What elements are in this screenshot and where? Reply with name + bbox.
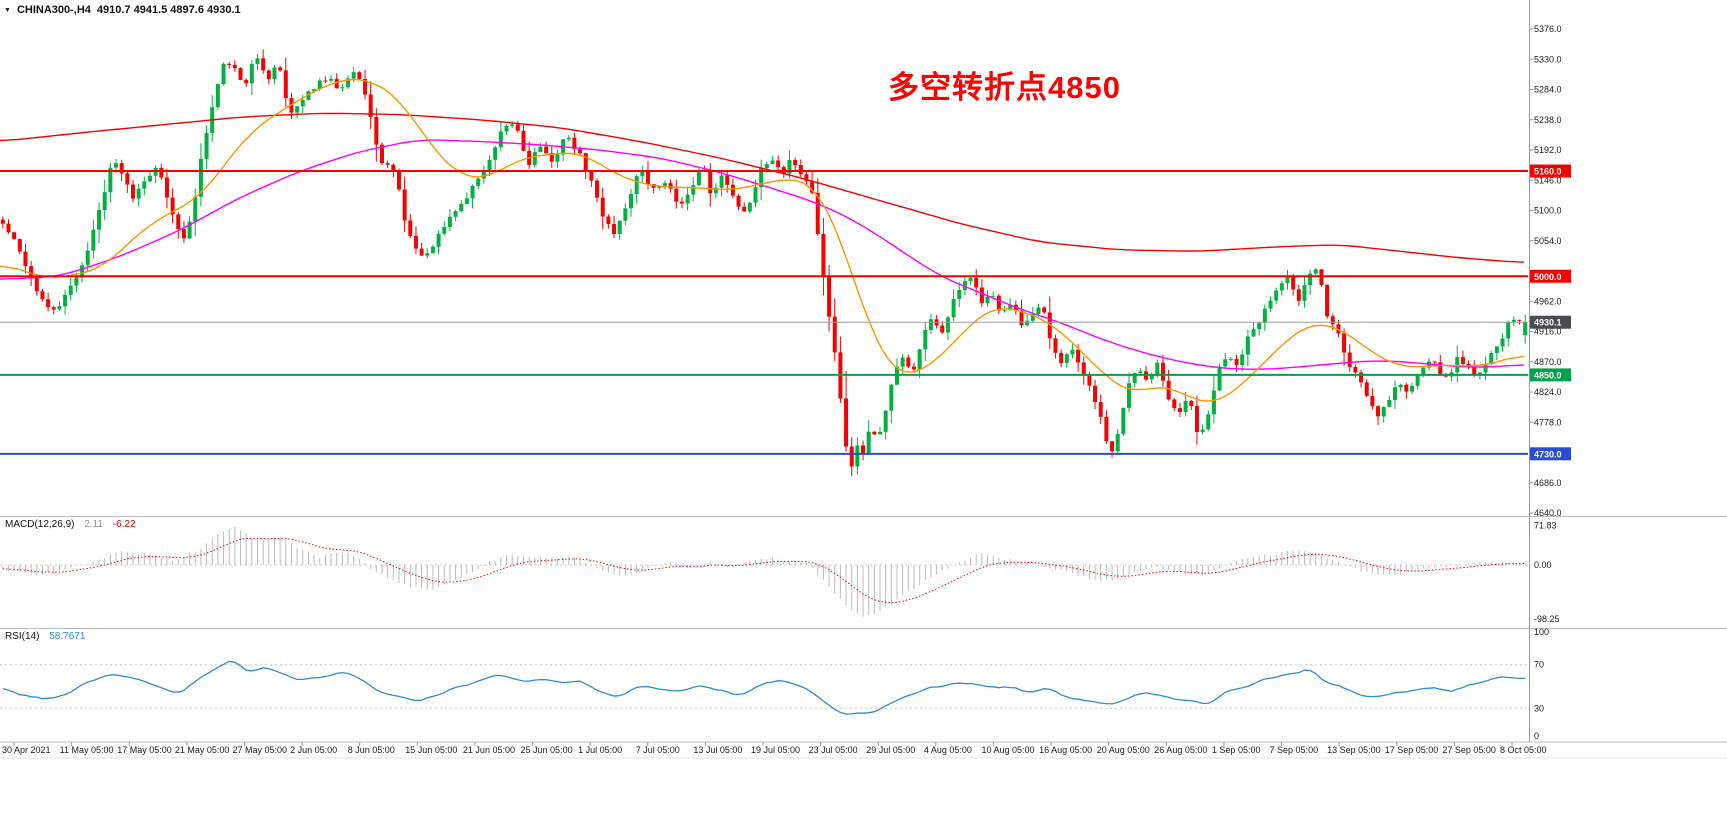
svg-text:19 Jul 05:00: 19 Jul 05:00 (751, 745, 800, 755)
svg-text:13 Jul 05:00: 13 Jul 05:00 (693, 745, 742, 755)
svg-text:5146.0: 5146.0 (1534, 175, 1562, 185)
svg-text:23 Jul 05:00: 23 Jul 05:00 (809, 745, 858, 755)
svg-text:21 Jun 05:00: 21 Jun 05:00 (463, 745, 515, 755)
chart-header: ▼ CHINA300-,H4 4910.7 4941.5 4897.6 4930… (4, 4, 241, 16)
svg-text:30: 30 (1534, 703, 1544, 713)
price-badges[interactable]: 5160.0 5000.0 4850.0 4730.0 4930.1 (1530, 164, 1571, 461)
svg-text:10 Aug 05:00: 10 Aug 05:00 (981, 745, 1034, 755)
svg-text:4916.0: 4916.0 (1534, 327, 1562, 337)
svg-text:5160.0: 5160.0 (1534, 167, 1562, 177)
svg-text:5000.0: 5000.0 (1534, 272, 1562, 282)
macd-signal-line (2, 537, 1526, 604)
svg-text:100: 100 (1534, 627, 1549, 637)
svg-text:25 Jun 05:00: 25 Jun 05:00 (521, 745, 573, 755)
svg-text:4730.0: 4730.0 (1534, 449, 1562, 459)
chart-annotation-text: 多空转折点4850 (888, 70, 1121, 105)
svg-text:4930.1: 4930.1 (1534, 318, 1562, 328)
ohlc-readout: 4910.7 4941.5 4897.6 4930.1 (96, 4, 241, 16)
svg-text:17 May 05:00: 17 May 05:00 (117, 745, 172, 755)
svg-text:0: 0 (1534, 731, 1539, 741)
svg-text:5192.0: 5192.0 (1534, 145, 1562, 155)
macd-main-value: 2.11 (84, 519, 103, 530)
svg-text:2 Jun 05:00: 2 Jun 05:00 (290, 745, 337, 755)
rsi-indicator-label: RSI(14) 58.7671 (5, 631, 85, 642)
svg-text:5284.0: 5284.0 (1534, 85, 1562, 95)
svg-text:29 Jul 05:00: 29 Jul 05:00 (866, 745, 915, 755)
svg-text:-98.25: -98.25 (1534, 614, 1560, 624)
rsi-name: RSI(14) (5, 631, 40, 642)
ma-slow-red (0, 112, 1525, 263)
svg-text:4 Aug 05:00: 4 Aug 05:00 (924, 745, 972, 755)
rsi-value: 58.7671 (49, 631, 86, 642)
svg-text:5100.0: 5100.0 (1534, 206, 1562, 216)
svg-text:13 Sep 05:00: 13 Sep 05:00 (1327, 745, 1381, 755)
svg-text:26 Aug 05:00: 26 Aug 05:00 (1154, 745, 1207, 755)
svg-text:27 Sep 05:00: 27 Sep 05:00 (1442, 745, 1496, 755)
macd-histogram (2, 526, 1526, 617)
level-lines[interactable] (0, 170, 1528, 455)
svg-text:4850.0: 4850.0 (1534, 370, 1562, 380)
svg-text:27 May 05:00: 27 May 05:00 (232, 745, 287, 755)
svg-text:1 Sep 05:00: 1 Sep 05:00 (1212, 745, 1261, 755)
svg-text:16 Aug 05:00: 16 Aug 05:00 (1039, 745, 1092, 755)
svg-text:4962.0: 4962.0 (1534, 296, 1562, 306)
macd-name: MACD(12,26,9) (5, 519, 75, 530)
svg-text:8 Oct 05:00: 8 Oct 05:00 (1500, 745, 1547, 755)
svg-text:4640.0: 4640.0 (1534, 508, 1562, 518)
svg-text:5330.0: 5330.0 (1534, 54, 1562, 64)
svg-text:8 Jun 05:00: 8 Jun 05:00 (348, 745, 395, 755)
chart-frame (0, 0, 1727, 759)
svg-text:70: 70 (1534, 660, 1544, 670)
svg-text:15 Jun 05:00: 15 Jun 05:00 (405, 745, 457, 755)
svg-text:11 May 05:00: 11 May 05:00 (60, 745, 114, 755)
symbol-dropdown-icon[interactable]: ▼ (4, 6, 11, 14)
svg-text:4824.0: 4824.0 (1534, 387, 1562, 397)
price-axis: 5376.0 5330.0 5284.0 5238.0 5192.0 5146.0 5100… (1529, 24, 1562, 518)
candles-layer (0, 49, 1528, 477)
svg-text:5054.0: 5054.0 (1534, 236, 1562, 246)
indicator-axis: 71.83 0.00 -98.25 100 70 30 0 (1534, 520, 1560, 741)
svg-text:17 Sep 05:00: 17 Sep 05:00 (1385, 745, 1439, 755)
macd-indicator-label: MACD(12,26,9) 2.11 -6.22 (5, 519, 136, 530)
svg-text:20 Aug 05:00: 20 Aug 05:00 (1097, 745, 1150, 755)
svg-text:71.83: 71.83 (1534, 520, 1557, 530)
svg-text:5376.0: 5376.0 (1534, 24, 1562, 34)
svg-text:4870.0: 4870.0 (1534, 357, 1562, 367)
svg-text:4778.0: 4778.0 (1534, 417, 1562, 427)
svg-text:7 Sep 05:00: 7 Sep 05:00 (1270, 745, 1319, 755)
svg-text:4686.0: 4686.0 (1534, 478, 1562, 488)
ma-fast-orange (0, 78, 1525, 402)
rsi-line (2, 660, 1526, 715)
time-axis: 30 Apr 2021 11 May 05:00 17 May 05:00 21 Ma… (2, 742, 1547, 755)
svg-text:7 Jul 05:00: 7 Jul 05:00 (636, 745, 680, 755)
svg-text:30 Apr 2021: 30 Apr 2021 (2, 745, 51, 755)
svg-text:0.00: 0.00 (1534, 560, 1552, 570)
svg-text:5238.0: 5238.0 (1534, 115, 1562, 125)
macd-signal-value: -6.22 (112, 519, 136, 530)
svg-text:1 Jul 05:00: 1 Jul 05:00 (578, 745, 622, 755)
ma-mid-magenta (0, 139, 1525, 370)
symbol-timeframe-label: CHINA300-,H4 (16, 4, 91, 16)
indicator-level-lines (0, 564, 1528, 709)
svg-text:21 May 05:00: 21 May 05:00 (175, 745, 230, 755)
